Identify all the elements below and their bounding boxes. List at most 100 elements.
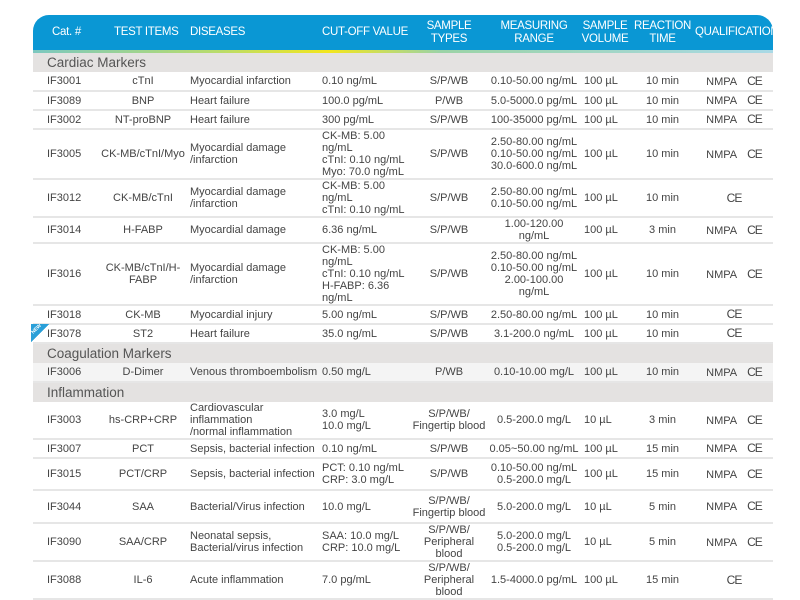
cell-qualification: NMPA CE <box>695 72 773 92</box>
cell-item: CK-MB <box>100 305 186 325</box>
cell-cutoff: 35.0 ng/mL <box>318 324 410 344</box>
cell-disease: Neonatal sepsis, Bacterial/virus infecti… <box>186 523 318 562</box>
types-text: S/P/WB <box>429 327 469 340</box>
range-text: 5.0-200.0 mg/L <box>497 500 571 513</box>
types-text: S/P/WB <box>429 224 469 236</box>
cell-types: S/P/WB <box>410 110 488 130</box>
cell-cat: IF3006 <box>33 363 100 383</box>
nmpa-text: NMPA <box>706 536 738 549</box>
cell-disease: Sepsis, bacterial infection <box>186 458 318 491</box>
cell-time: 3 min <box>630 217 695 244</box>
cutoff-text: 0.10 ng/mL <box>322 442 378 455</box>
item-text: CK-MB/cTnI/Myo <box>101 148 185 160</box>
cell-qualification: NMPA CE <box>695 402 773 440</box>
cell-disease: Sepsis, bacterial infection <box>186 439 318 459</box>
cell-types: S/P/WB/ Fingertip blood <box>410 402 488 440</box>
volume-text: 100 µL <box>584 308 618 321</box>
cell-range: 2.50-80.00 ng/mL 0.10-50.00 ng/mL <box>488 179 580 218</box>
time-text: 15 min <box>645 574 680 586</box>
time-text: 10 min <box>645 268 680 280</box>
cell-volume: 10 µL <box>580 523 630 562</box>
cell-disease: Heart failure <box>186 91 318 111</box>
cutoff-text: 0.10 ng/mL <box>322 75 378 87</box>
disease-text: Myocardial damage /infarction <box>190 262 286 286</box>
cell-qualification: CE <box>695 179 773 218</box>
cutoff-text: PCT: 0.10 ng/mL CRP: 3.0 mg/L <box>322 462 404 486</box>
item-text: CK-MB/cTnI <box>113 192 173 204</box>
volume-text: 100 µL <box>584 113 618 126</box>
product-table: Cat. # TEST ITEMS DISEASES CUT-OFF VALUE SAM… <box>31 15 779 600</box>
disease-text: Heart failure <box>190 113 250 126</box>
table-row: IF3002 NT-proBNP Heart failure 300 pg/mL S/P… <box>33 110 773 130</box>
section-header: Inflammation <box>33 382 773 402</box>
volume-text: 10 µL <box>584 536 612 548</box>
time-text: 10 min <box>645 366 680 378</box>
cutoff-text: 5.00 ng/mL <box>322 308 378 321</box>
disease-text: Venous thromboembolism <box>190 366 318 378</box>
cell-qualification: CE <box>695 324 773 344</box>
cell-qualification: NMPA CE <box>695 439 773 459</box>
cell-disease: Heart failure <box>186 324 318 344</box>
column-header: MEASURING RANGE <box>488 15 580 50</box>
cell-item: SAA/CRP <box>100 523 186 562</box>
range-text: 5.0-5000.0 pg/mL <box>490 94 578 107</box>
cell-cat: IF3090 <box>33 523 100 562</box>
cutoff-text: CK-MB: 5.00 ng/mL cTnI: 0.10 ng/mL H-FAB… <box>322 244 405 304</box>
ce-mark-icon: CE <box>747 112 763 126</box>
cell-types: S/P/WB/ Peripheral blood <box>410 561 488 600</box>
cell-qualification: NMPA CE <box>695 458 773 491</box>
types-text: S/P/WB/ Fingertip blood <box>412 494 486 519</box>
disease-text: Myocardial damage <box>190 224 286 236</box>
cell-range: 0.10-10.00 mg/L <box>488 363 580 383</box>
cell-types: S/P/WB <box>410 217 488 244</box>
section-title: Inflammation <box>33 382 773 402</box>
cat-text: IF3090 <box>47 536 82 548</box>
item-text: ST2 <box>132 327 154 340</box>
disease-text: Sepsis, bacterial infection <box>190 468 315 480</box>
cat-text: IF3044 <box>47 500 82 513</box>
disease-text: Heart failure <box>190 327 250 340</box>
types-text: S/P/WB <box>429 75 469 87</box>
types-text: S/P/WB <box>429 148 469 160</box>
cell-qualification: CE <box>695 305 773 325</box>
time-text: 10 min <box>645 192 680 204</box>
column-header: QUALIFICATION <box>695 15 779 50</box>
header-stripe <box>33 50 773 53</box>
cat-text: IF3002 <box>47 113 82 126</box>
cell-cutoff: CK-MB: 5.00 ng/mL cTnI: 0.10 ng/mL <box>318 179 410 218</box>
column-header: DISEASES <box>186 15 318 50</box>
cutoff-text: SAA: 10.0 mg/L CRP: 10.0 mg/L <box>322 530 401 554</box>
range-text: 2.50-80.00 ng/mL 0.10-50.00 ng/mL 2.00-1… <box>490 250 578 298</box>
cell-range: 3.1-200.0 ng/mL <box>488 324 580 344</box>
time-text: 3 min <box>649 414 676 426</box>
cell-cat: IF3016 <box>33 243 100 306</box>
ce-mark-icon: CE <box>726 307 743 321</box>
disease-text: Myocardial injury <box>190 308 273 321</box>
cell-time: 10 min <box>630 179 695 218</box>
volume-text: 100 µL <box>584 366 618 378</box>
nmpa-text: NMPA <box>706 148 738 161</box>
cell-disease: Myocardial injury <box>186 305 318 325</box>
ce-mark-icon: CE <box>747 266 763 281</box>
cutoff-text: CK-MB: 5.00 ng/mL cTnI: 0.10 ng/mL Myo: … <box>322 130 405 178</box>
item-text: BNP <box>131 94 155 107</box>
types-text: P/WB <box>434 366 464 378</box>
cell-disease: Myocardial damage <box>186 217 318 244</box>
cell-cutoff: 10.0 mg/L <box>318 490 410 524</box>
cell-cutoff: 6.36 ng/mL <box>318 217 410 244</box>
cell-item: BNP <box>100 91 186 111</box>
ce-mark-icon: CE <box>747 73 763 88</box>
section-header: Cardiac Markers <box>33 53 773 72</box>
table-row: IF3018 CK-MB Myocardial injury 5.00 ng/mL S/… <box>33 305 773 325</box>
column-header: REACTION TIME <box>630 15 695 50</box>
cell-volume: 100 µL <box>580 72 630 92</box>
time-text: 5 min <box>649 536 676 548</box>
cell-time: 10 min <box>630 243 695 306</box>
cell-time: 10 min <box>630 72 695 92</box>
cell-range: 100-35000 pg/mL <box>488 110 580 130</box>
cell-item: H-FABP <box>100 217 186 244</box>
table-row: IF3005 CK-MB/cTnI/Myo Myocardial damage /i… <box>33 129 773 180</box>
cell-types: S/P/WB <box>410 72 488 92</box>
column-header: TEST ITEMS <box>100 15 186 50</box>
cell-qualification: NMPA CE <box>695 217 773 244</box>
